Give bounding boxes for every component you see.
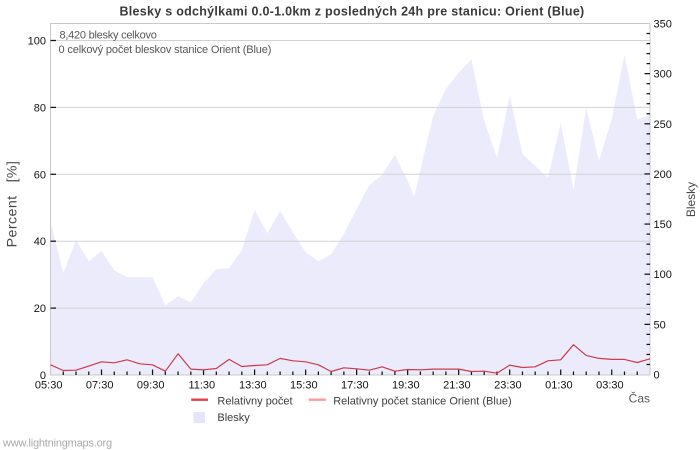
svg-text:15:30: 15:30 xyxy=(290,380,318,392)
svg-text:Relativny počet: Relativny počet xyxy=(217,396,292,408)
svg-text:07:30: 07:30 xyxy=(86,380,114,392)
svg-text:80: 80 xyxy=(34,102,46,114)
svg-text:0 celkový počet bleskov stanic: 0 celkový počet bleskov stanice Orient (… xyxy=(59,44,272,56)
svg-text:01:30: 01:30 xyxy=(545,380,573,392)
svg-text:11:30: 11:30 xyxy=(188,380,215,392)
svg-text:100: 100 xyxy=(28,36,46,48)
svg-text:350: 350 xyxy=(654,19,672,31)
svg-text:Relativny počet stanice Orient: Relativny počet stanice Orient (Blue) xyxy=(333,396,512,408)
svg-text:250: 250 xyxy=(654,119,672,131)
svg-text:Čas: Čas xyxy=(629,391,650,406)
svg-text:0: 0 xyxy=(654,370,660,382)
svg-text:19:30: 19:30 xyxy=(392,380,420,392)
svg-text:8,420 blesky celkovo: 8,420 blesky celkovo xyxy=(60,30,157,42)
svg-text:17:30: 17:30 xyxy=(341,380,369,392)
svg-text:23:30: 23:30 xyxy=(494,380,522,392)
svg-text:100: 100 xyxy=(654,269,672,281)
svg-text:www.lightningmaps.org: www.lightningmaps.org xyxy=(2,437,112,449)
svg-text:Percent [%]: Percent [%] xyxy=(5,161,21,248)
svg-text:60: 60 xyxy=(34,169,46,181)
svg-text:09:30: 09:30 xyxy=(137,380,165,392)
svg-text:200: 200 xyxy=(654,169,672,181)
svg-text:300: 300 xyxy=(654,69,672,81)
svg-text:03:30: 03:30 xyxy=(596,380,624,392)
svg-text:Blesky: Blesky xyxy=(684,182,698,217)
svg-text:21:30: 21:30 xyxy=(443,380,471,392)
svg-text:Blesky s odchýlkami 0.0-1.0km: Blesky s odchýlkami 0.0-1.0km z posledný… xyxy=(119,4,584,18)
svg-text:20: 20 xyxy=(34,303,46,315)
svg-text:50: 50 xyxy=(654,319,666,331)
svg-text:13:30: 13:30 xyxy=(239,380,267,392)
svg-text:Blesky: Blesky xyxy=(217,412,250,424)
svg-text:0: 0 xyxy=(40,370,46,382)
svg-text:150: 150 xyxy=(654,219,672,231)
svg-text:05:30: 05:30 xyxy=(35,380,63,392)
svg-text:40: 40 xyxy=(34,236,46,248)
